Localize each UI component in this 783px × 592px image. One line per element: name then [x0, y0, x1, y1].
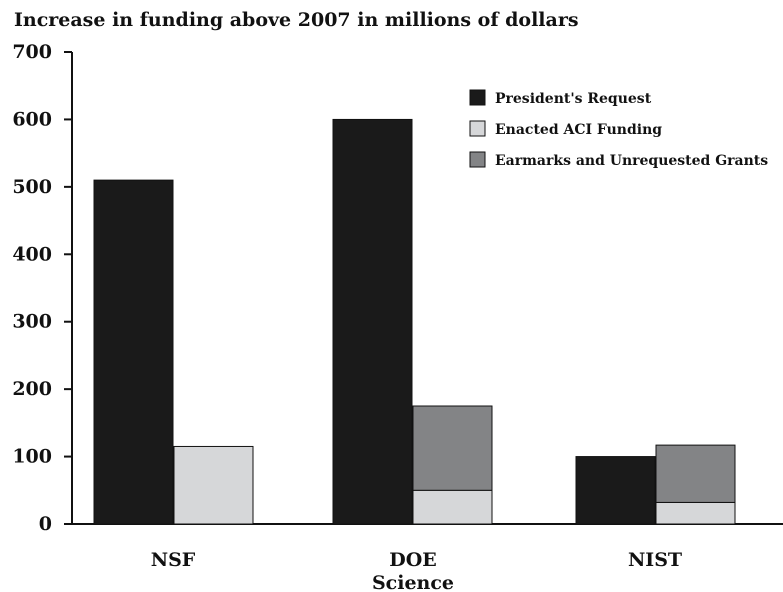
x-category-label: NIST [628, 549, 682, 571]
bar-enacted-aci-funding [412, 489, 493, 525]
legend-label: President's Request [495, 91, 652, 107]
bars [93, 118, 736, 525]
bar-enacted-aci-funding [173, 445, 254, 525]
y-tick-label: 500 [12, 176, 52, 198]
legend: President's Request Enacted ACI Funding Ea… [469, 89, 768, 169]
chart-title: Increase in funding above 2007 in millio… [14, 9, 579, 31]
bar-presidents-request [93, 179, 174, 525]
legend-swatch [469, 120, 486, 137]
bar-enacted-aci-funding [655, 501, 736, 525]
y-tick-label: 600 [12, 108, 52, 130]
legend-swatch [469, 89, 486, 106]
bar-earmarks-unrequested-grants [655, 444, 736, 503]
bar-presidents-request [332, 118, 413, 525]
x-category-label: DOE [389, 549, 437, 571]
y-tick-label: 200 [12, 378, 52, 400]
y-tick-label: 100 [12, 446, 52, 468]
y-tick-label: 400 [12, 243, 52, 265]
legend-swatch [469, 151, 486, 168]
legend-label: Enacted ACI Funding [495, 122, 662, 138]
bar-earmarks-unrequested-grants [412, 405, 493, 491]
bar-presidents-request [575, 456, 656, 525]
y-tick-label: 0 [39, 513, 52, 535]
x-category-label: NSF [151, 549, 196, 571]
y-tick-label: 700 [12, 41, 52, 63]
x-category-label: Science [372, 572, 454, 592]
legend-label: Earmarks and Unrequested Grants [495, 153, 768, 169]
y-tick-label: 300 [12, 311, 52, 333]
